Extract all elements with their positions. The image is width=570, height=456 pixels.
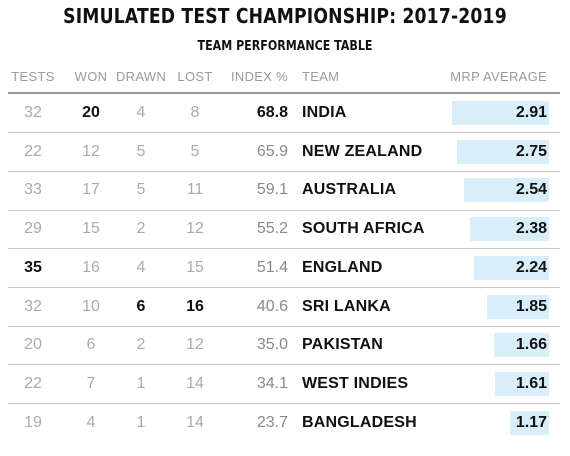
- column-header-won: WON: [74, 69, 108, 84]
- cell-drawn: 6: [136, 297, 146, 315]
- cell-tests: 22: [24, 142, 42, 160]
- column-header-tests: TESTS: [11, 69, 55, 84]
- cell-mrp-average: 2.91: [515, 104, 547, 121]
- cell-lost: 12: [186, 336, 204, 354]
- cell-lost: 15: [186, 258, 204, 276]
- cell-index: 65.9: [256, 142, 288, 160]
- mrp-bar: [493, 333, 549, 358]
- cell-team: BANGLADESH: [302, 413, 417, 431]
- cell-mrp-average: 1.61: [515, 374, 547, 392]
- cell-drawn: 4: [136, 258, 146, 276]
- cell-team: SOUTH AFRICA: [302, 220, 425, 238]
- mrp-bar: [487, 294, 549, 319]
- cell-tests: 20: [24, 336, 42, 354]
- mrp-bar: [457, 139, 549, 164]
- cell-lost: 11: [186, 181, 204, 199]
- cell-team: NEW ZEALAND: [302, 142, 423, 160]
- cell-won: 6: [86, 336, 96, 354]
- row-divider: [8, 170, 560, 172]
- cell-mrp-average: 2.38: [515, 220, 547, 238]
- cell-tests: 33: [24, 181, 42, 199]
- cell-tests: 19: [24, 413, 42, 431]
- mrp-bar: [469, 217, 549, 242]
- column-header-mrp-average: MRP AVERAGE: [450, 69, 547, 84]
- cell-team: AUSTRALIA: [302, 181, 397, 199]
- cell-lost: 12: [186, 220, 204, 238]
- cell-drawn: 5: [136, 142, 146, 160]
- cell-tests: 32: [24, 104, 42, 121]
- cell-index: 23.7: [256, 413, 288, 431]
- cell-mrp-average: 2.24: [515, 258, 547, 276]
- cell-won: 16: [82, 258, 100, 276]
- mrp-bar: [464, 178, 549, 203]
- cell-team: ENGLAND: [302, 258, 383, 276]
- column-header-team: TEAM: [302, 69, 340, 84]
- cell-drawn: 2: [136, 220, 146, 238]
- cell-won: 15: [82, 220, 100, 238]
- cell-drawn: 5: [136, 181, 146, 199]
- cell-won: 7: [86, 374, 96, 392]
- column-header-index: INDEX %: [230, 69, 288, 84]
- cell-index: 59.1: [256, 181, 288, 199]
- table-row: 29 15 2 12 55.2 SOUTH AFRICA 2.38: [0, 210, 570, 248]
- cell-index: 55.2: [256, 220, 288, 238]
- cell-lost: 14: [186, 374, 204, 392]
- table-row: 33 17 5 11 59.1 AUSTRALIA 2.54: [0, 171, 570, 209]
- table-row: 22 12 5 5 65.9 NEW ZEALAND 2.75: [0, 133, 570, 171]
- cell-won: 10: [82, 297, 100, 315]
- cell-index: 51.4: [256, 258, 288, 276]
- cell-drawn: 1: [136, 413, 146, 431]
- cell-drawn: 1: [136, 374, 146, 392]
- cell-index: 40.6: [256, 297, 288, 315]
- cell-index: 68.8: [256, 104, 288, 121]
- table-row: 32 10 6 16 40.6 SRI LANKA 1.85: [0, 288, 570, 326]
- cell-mrp-average: 1.17: [515, 413, 547, 431]
- page-subtitle: TEAM PERFORMANCE TABLE: [197, 38, 373, 54]
- cell-tests: 22: [24, 374, 42, 392]
- column-header-lost: LOST: [177, 69, 213, 84]
- row-divider: [8, 364, 560, 366]
- cell-mrp-average: 1.85: [515, 297, 547, 315]
- cell-tests: 35: [24, 258, 42, 276]
- cell-drawn: 4: [136, 104, 146, 121]
- row-divider: [8, 132, 560, 134]
- table-row: 32 20 4 8 68.8 INDIA 2.91: [0, 94, 570, 132]
- cell-tests: 29: [24, 220, 42, 238]
- row-divider: [8, 248, 560, 250]
- table-row: 22 7 1 14 34.1 WEST INDIES 1.61: [0, 365, 570, 403]
- table-row: 35 16 4 15 51.4 ENGLAND 2.24: [0, 249, 570, 287]
- column-header-drawn: DRAWN: [115, 69, 167, 84]
- cell-won: 12: [82, 142, 100, 160]
- cell-won: 4: [86, 413, 96, 431]
- mrp-bar: [510, 410, 549, 435]
- cell-lost: 14: [186, 413, 204, 431]
- cell-won: 17: [82, 181, 100, 199]
- cell-index: 35.0: [256, 336, 288, 354]
- page-title: SIMULATED TEST CHAMPIONSHIP: 2017-2019: [63, 4, 507, 28]
- row-divider: [8, 403, 560, 405]
- table-row: 20 6 2 12 35.0 PAKISTAN 1.66: [0, 326, 570, 364]
- cell-lost: 16: [186, 297, 204, 315]
- cell-drawn: 2: [136, 336, 146, 354]
- cell-won: 20: [82, 104, 100, 121]
- cell-lost: 5: [190, 142, 200, 160]
- cell-team: WEST INDIES: [302, 374, 409, 392]
- cell-mrp-average: 1.66: [515, 336, 547, 354]
- cell-mrp-average: 2.54: [515, 181, 547, 199]
- cell-index: 34.1: [256, 374, 288, 392]
- cell-team: SRI LANKA: [302, 297, 391, 315]
- table-row: 19 4 1 14 23.7 BANGLADESH 1.17: [0, 404, 570, 442]
- row-divider: [8, 209, 560, 211]
- header-rule: [8, 92, 560, 94]
- mrp-bar: [474, 255, 549, 280]
- cell-team: PAKISTAN: [302, 336, 384, 354]
- mrp-bar: [495, 371, 549, 396]
- cell-tests: 32: [24, 297, 42, 315]
- cell-mrp-average: 2.75: [515, 142, 547, 160]
- cell-team: INDIA: [302, 104, 347, 121]
- cell-lost: 8: [190, 104, 200, 121]
- mrp-bar: [452, 101, 549, 125]
- row-divider: [8, 287, 560, 288]
- row-divider: [8, 325, 560, 327]
